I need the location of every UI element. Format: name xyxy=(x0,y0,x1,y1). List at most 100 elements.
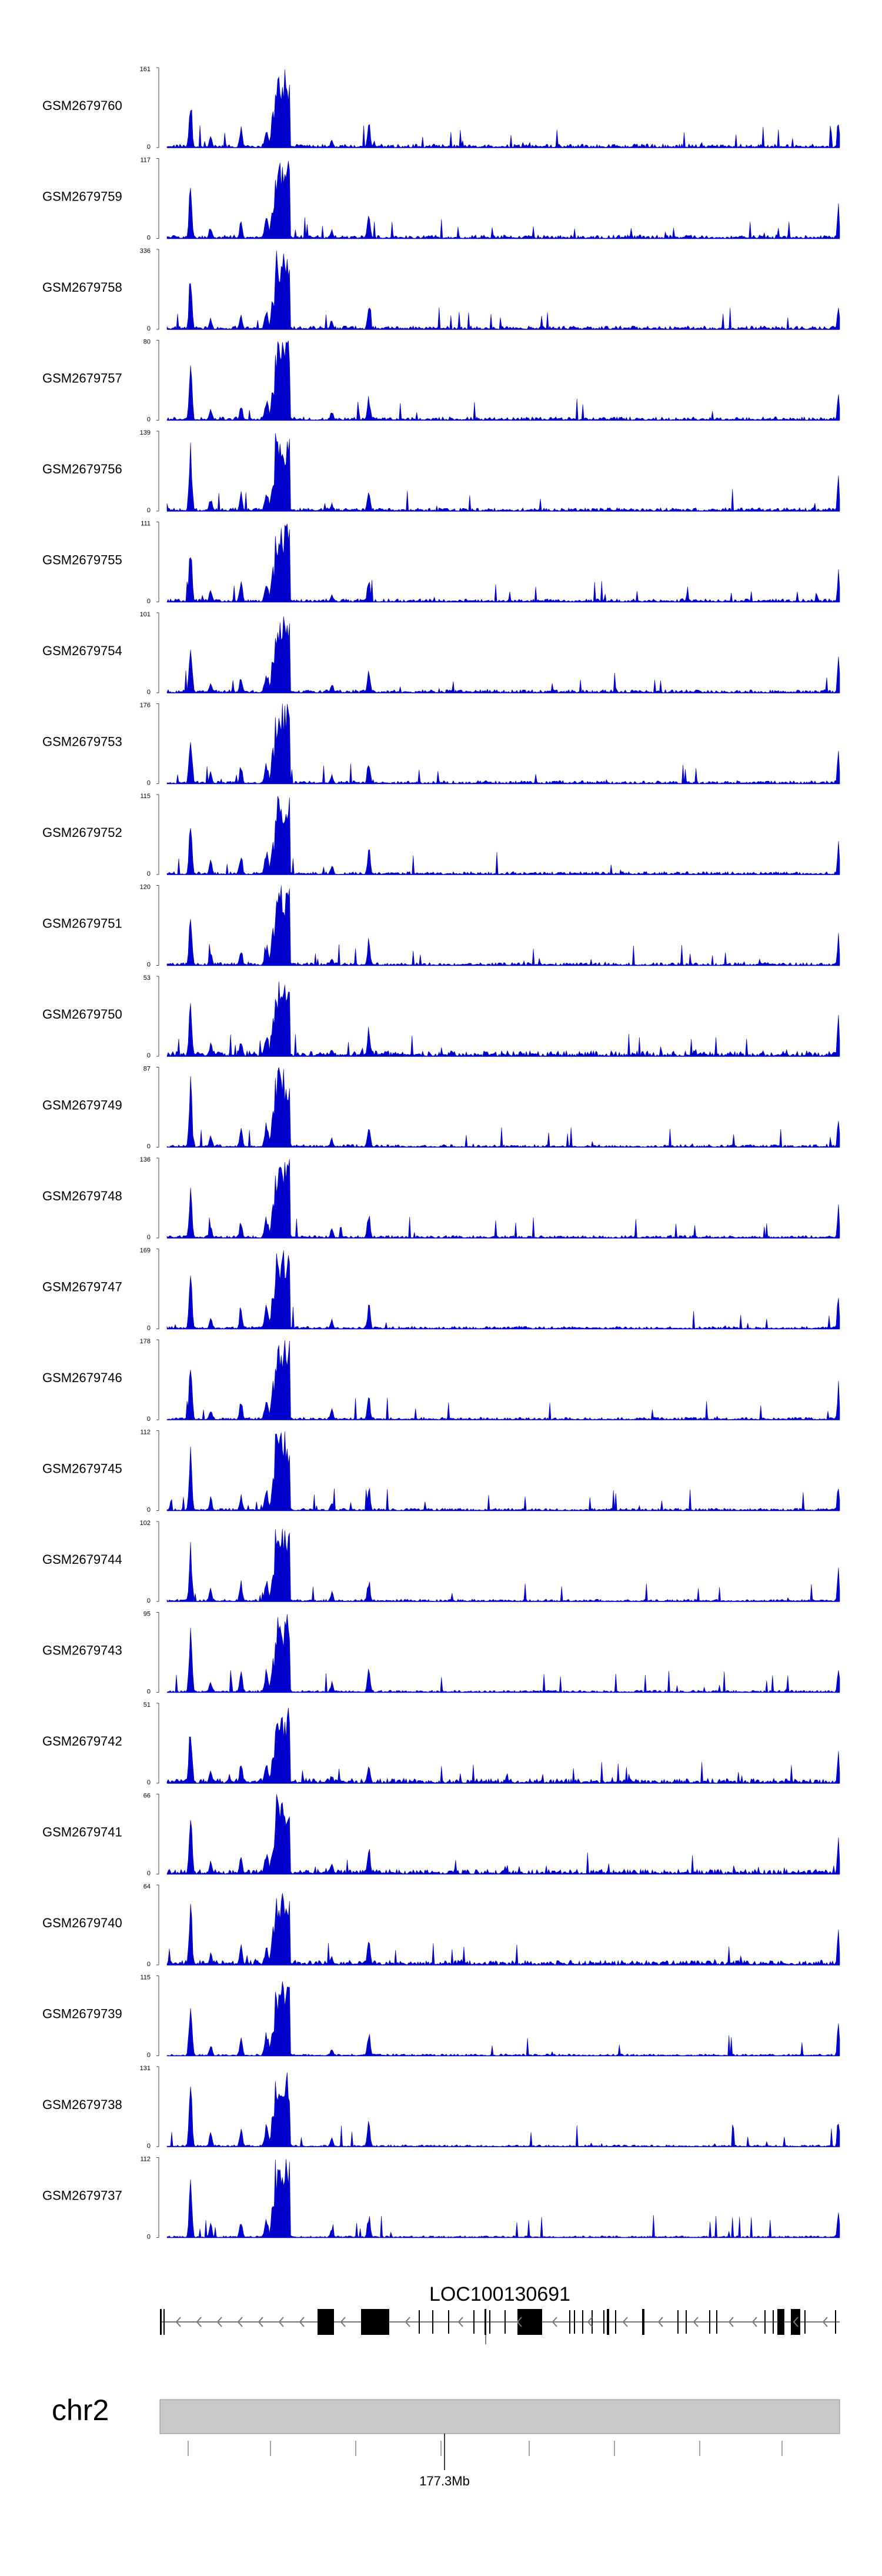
strand-arrow xyxy=(793,2317,799,2327)
gene-exon xyxy=(163,2309,165,2335)
y-max-label: 66 xyxy=(143,1793,151,1800)
y-max-label: 176 xyxy=(140,702,151,709)
strand-arrow xyxy=(216,2317,222,2327)
coverage-area xyxy=(166,703,840,784)
y-min-label: 0 xyxy=(147,962,151,969)
strand-arrow xyxy=(340,2317,346,2327)
gene-exon-boundary xyxy=(773,2310,774,2334)
y-min-label: 0 xyxy=(147,1870,151,1877)
track-GSM2679750: GSM2679750 53 0 xyxy=(42,975,840,1059)
gene-exon-boundary xyxy=(804,2310,806,2334)
coverage-area xyxy=(166,433,840,512)
y-max-label: 120 xyxy=(140,884,151,891)
gene-exon-boundary xyxy=(835,2310,836,2334)
gene-exon xyxy=(361,2309,389,2335)
y-min-label: 0 xyxy=(147,144,151,151)
coverage-area xyxy=(166,2159,840,2238)
gene-exon xyxy=(485,2309,486,2335)
coverage-area xyxy=(166,1431,840,1511)
strand-arrow xyxy=(587,2317,593,2327)
coverage-area xyxy=(166,1893,840,1966)
gene-exon xyxy=(517,2309,542,2335)
track-label: GSM2679747 xyxy=(42,1280,122,1294)
coverage-area xyxy=(166,523,840,603)
gene-exon-boundary xyxy=(582,2310,583,2334)
y-max-label: 169 xyxy=(140,1247,151,1254)
track-GSM2679757: GSM2679757 80 0 xyxy=(42,339,840,423)
position-tick-label: 177.3Mb xyxy=(419,2474,470,2488)
track-GSM2679742: GSM2679742 51 0 xyxy=(42,1701,840,1786)
strand-arrow xyxy=(693,2317,699,2327)
y-min-label: 0 xyxy=(147,507,151,514)
track-GSM2679740: GSM2679740 64 0 xyxy=(42,1883,840,1968)
strand-arrow xyxy=(175,2317,181,2327)
strand-arrow xyxy=(278,2317,284,2327)
gene-exon-boundary xyxy=(764,2310,766,2334)
y-min-label: 0 xyxy=(147,598,151,605)
track-GSM2679753: GSM2679753 176 0 xyxy=(42,702,840,787)
track-label: GSM2679753 xyxy=(42,735,122,749)
track-label: GSM2679751 xyxy=(42,916,122,931)
y-min-label: 0 xyxy=(147,780,151,787)
chromosome-axis: chr2 177.3Mb xyxy=(52,2394,840,2488)
gene-exon xyxy=(642,2309,644,2335)
y-max-label: 115 xyxy=(140,1974,151,1981)
chromosome-label: chr2 xyxy=(52,2394,109,2427)
coverage-area xyxy=(166,885,840,966)
y-min-label: 0 xyxy=(147,689,151,696)
coverage-area xyxy=(166,981,840,1057)
y-max-label: 161 xyxy=(140,66,151,73)
y-min-label: 0 xyxy=(147,1507,151,1514)
track-GSM2679738: GSM2679738 131 0 xyxy=(42,2065,840,2150)
strand-arrow xyxy=(751,2317,757,2327)
track-GSM2679748: GSM2679748 136 0 xyxy=(42,1156,840,1241)
y-min-label: 0 xyxy=(147,416,151,423)
y-max-label: 87 xyxy=(143,1066,151,1073)
track-GSM2679760: GSM2679760 161 0 xyxy=(42,66,840,151)
track-label: GSM2679755 xyxy=(42,553,122,568)
track-label: GSM2679746 xyxy=(42,1370,122,1385)
strand-arrow xyxy=(622,2317,628,2327)
track-GSM2679755: GSM2679755 111 0 xyxy=(42,520,840,605)
strand-arrow xyxy=(196,2317,202,2327)
coverage-area xyxy=(166,2072,840,2147)
coverage-area xyxy=(166,1340,840,1420)
track-GSM2679758: GSM2679758 336 0 xyxy=(42,248,840,332)
gene-exon-boundary xyxy=(419,2310,420,2334)
y-max-label: 139 xyxy=(140,429,151,436)
y-max-label: 336 xyxy=(140,248,151,255)
track-GSM2679739: GSM2679739 115 0 xyxy=(42,1974,840,2059)
strand-arrow xyxy=(405,2317,410,2327)
coverage-area xyxy=(166,1250,840,1330)
y-min-label: 0 xyxy=(147,1234,151,1241)
track-GSM2679747: GSM2679747 169 0 xyxy=(42,1247,840,1332)
track-label: GSM2679748 xyxy=(42,1189,122,1203)
gene-exon xyxy=(607,2309,609,2335)
track-label: GSM2679760 xyxy=(42,98,122,113)
gene-exon-boundary xyxy=(574,2310,575,2334)
coverage-area xyxy=(166,251,840,330)
y-min-label: 0 xyxy=(147,2234,151,2241)
gene-exon-boundary xyxy=(709,2310,710,2334)
strand-arrow xyxy=(728,2317,734,2327)
coverage-area xyxy=(166,1981,840,2056)
coverage-area xyxy=(166,161,840,239)
track-label: GSM2679757 xyxy=(42,371,122,386)
track-label: GSM2679758 xyxy=(42,280,122,295)
track-label: GSM2679743 xyxy=(42,1643,122,1658)
track-GSM2679737: GSM2679737 112 0 xyxy=(42,2156,840,2241)
y-max-label: 101 xyxy=(140,611,151,618)
track-label: GSM2679738 xyxy=(42,2097,122,2112)
y-min-label: 0 xyxy=(147,2143,151,2150)
y-min-label: 0 xyxy=(147,1597,151,1604)
track-label: GSM2679739 xyxy=(42,2007,122,2021)
track-GSM2679751: GSM2679751 120 0 xyxy=(42,884,840,969)
coverage-area xyxy=(166,796,840,875)
chromosome-ideogram xyxy=(159,2399,840,2434)
track-label: GSM2679744 xyxy=(42,1552,122,1567)
track-label: GSM2679737 xyxy=(42,2188,122,2203)
y-max-label: 111 xyxy=(141,520,151,528)
y-min-label: 0 xyxy=(147,1325,151,1332)
y-max-label: 51 xyxy=(143,1701,151,1709)
